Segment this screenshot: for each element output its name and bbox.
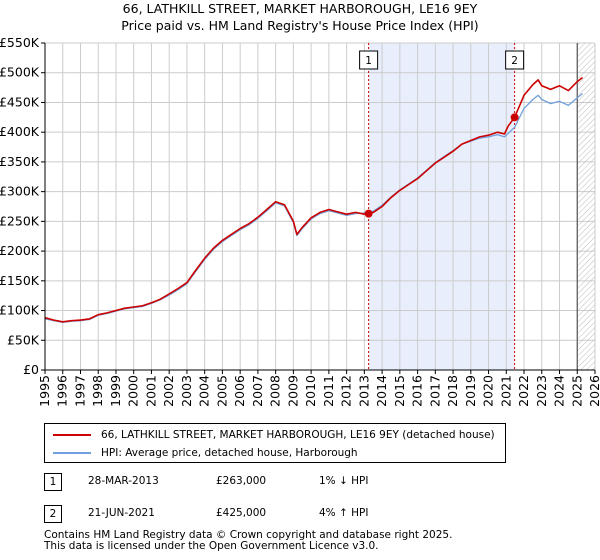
transaction-price: £425,000 xyxy=(216,507,267,519)
plot-area: 1 2 £0 £50K £100K £150K £200K £250K £300K £350K £4… xyxy=(0,35,600,407)
future-hatch xyxy=(578,43,595,370)
sale-label-box xyxy=(359,50,379,70)
x-tick-label: 2003 xyxy=(179,375,194,407)
x-tick-label: 2022 xyxy=(516,375,531,407)
x-tick-label: 2016 xyxy=(410,375,425,407)
x-tick-label: 2007 xyxy=(250,375,265,407)
sale-point xyxy=(364,209,373,218)
x-tick-label: 1996 xyxy=(55,375,70,407)
legend-swatch-property xyxy=(53,434,91,436)
x-tick-label: 2015 xyxy=(392,375,407,407)
x-tick-label: 2010 xyxy=(303,375,318,407)
transaction-date: 28-MAR-2013 xyxy=(88,475,159,487)
x-tick-label: 1999 xyxy=(108,375,123,407)
y-tick-label: £250K xyxy=(0,213,40,228)
price-chart: 66, LATHKILL STREET, MARKET HARBOROUGH, … xyxy=(0,1,600,407)
property-price-line xyxy=(44,76,584,323)
y-tick-label: £150K xyxy=(0,273,40,288)
transaction-badge: 2 xyxy=(44,505,62,523)
legend-label-hpi: HPI: Average price, detached house, Harb… xyxy=(101,447,358,459)
x-tick-label: 2024 xyxy=(552,375,567,407)
x-tick-label: 2026 xyxy=(587,375,600,407)
chart-title: 66, LATHKILL STREET, MARKET HARBOROUGH, … xyxy=(123,1,478,16)
x-tick-label: 2009 xyxy=(285,375,300,407)
y-tick-label: £50K xyxy=(7,332,40,347)
x-tick-label: 2012 xyxy=(339,375,354,407)
x-tick-label: 2017 xyxy=(427,375,442,407)
x-tick-label: 2001 xyxy=(143,375,158,407)
x-tick-label: 1997 xyxy=(72,375,87,407)
y-tick-label: £350K xyxy=(0,154,40,169)
y-tick-label: £100K xyxy=(0,303,40,318)
sale-label: 1 xyxy=(365,55,372,67)
x-tick-label: 2023 xyxy=(534,375,549,407)
y-tick-label: £300K xyxy=(0,184,40,199)
x-tick-label: 2006 xyxy=(232,375,247,407)
sale-label: 2 xyxy=(511,55,518,67)
x-tick-label: 2025 xyxy=(569,375,584,407)
x-tick-label: 1998 xyxy=(90,375,105,407)
transaction-date: 21-JUN-2021 xyxy=(88,507,155,519)
transaction-hpi-diff: 4% ↑ HPI xyxy=(319,507,369,519)
x-tick-label: 2005 xyxy=(214,375,229,407)
chart-subtitle: Price paid vs. HM Land Registry's House … xyxy=(121,18,478,33)
x-tick-label: 2019 xyxy=(463,375,478,407)
x-tick-label: 2021 xyxy=(498,375,513,407)
x-tick-label: 2004 xyxy=(197,375,212,407)
x-tick-label: 2008 xyxy=(268,375,283,407)
x-tick-label: 2000 xyxy=(126,375,141,407)
legend-swatch-hpi xyxy=(53,452,91,454)
y-tick-label: £400K xyxy=(0,124,40,139)
ownership-shade xyxy=(368,43,515,370)
transaction-price: £263,000 xyxy=(216,475,267,487)
x-tick-label: 2018 xyxy=(445,375,460,407)
x-tick-label: 2011 xyxy=(321,375,336,407)
transaction-hpi-diff: 1% ↓ HPI xyxy=(319,475,369,487)
sale-point xyxy=(510,113,519,122)
y-tick-label: £550K xyxy=(0,35,40,50)
sale-label-box xyxy=(505,50,525,70)
y-tick-label: £200K xyxy=(0,243,40,258)
x-tick-label: 2020 xyxy=(481,375,496,407)
x-tick-label: 2014 xyxy=(374,375,389,407)
y-tick-label: £500K xyxy=(0,65,40,80)
footer-licence: This data is licensed under the Open Gov… xyxy=(44,540,379,552)
y-tick-label: £0 xyxy=(23,362,39,377)
x-tick-label: 1995 xyxy=(37,375,52,407)
footer-copyright: Contains HM Land Registry data © Crown c… xyxy=(44,529,453,541)
transaction-badge: 1 xyxy=(44,473,62,491)
legend-label-property: 66, LATHKILL STREET, MARKET HARBOROUGH, … xyxy=(101,429,495,441)
legend: 66, LATHKILL STREET, MARKET HARBOROUGH, … xyxy=(44,423,506,463)
y-tick-label: £450K xyxy=(0,94,40,109)
x-tick-label: 2013 xyxy=(356,375,371,407)
x-tick-label: 2002 xyxy=(161,375,176,407)
footer: Contains HM Land Registry data © Crown c… xyxy=(44,530,452,552)
